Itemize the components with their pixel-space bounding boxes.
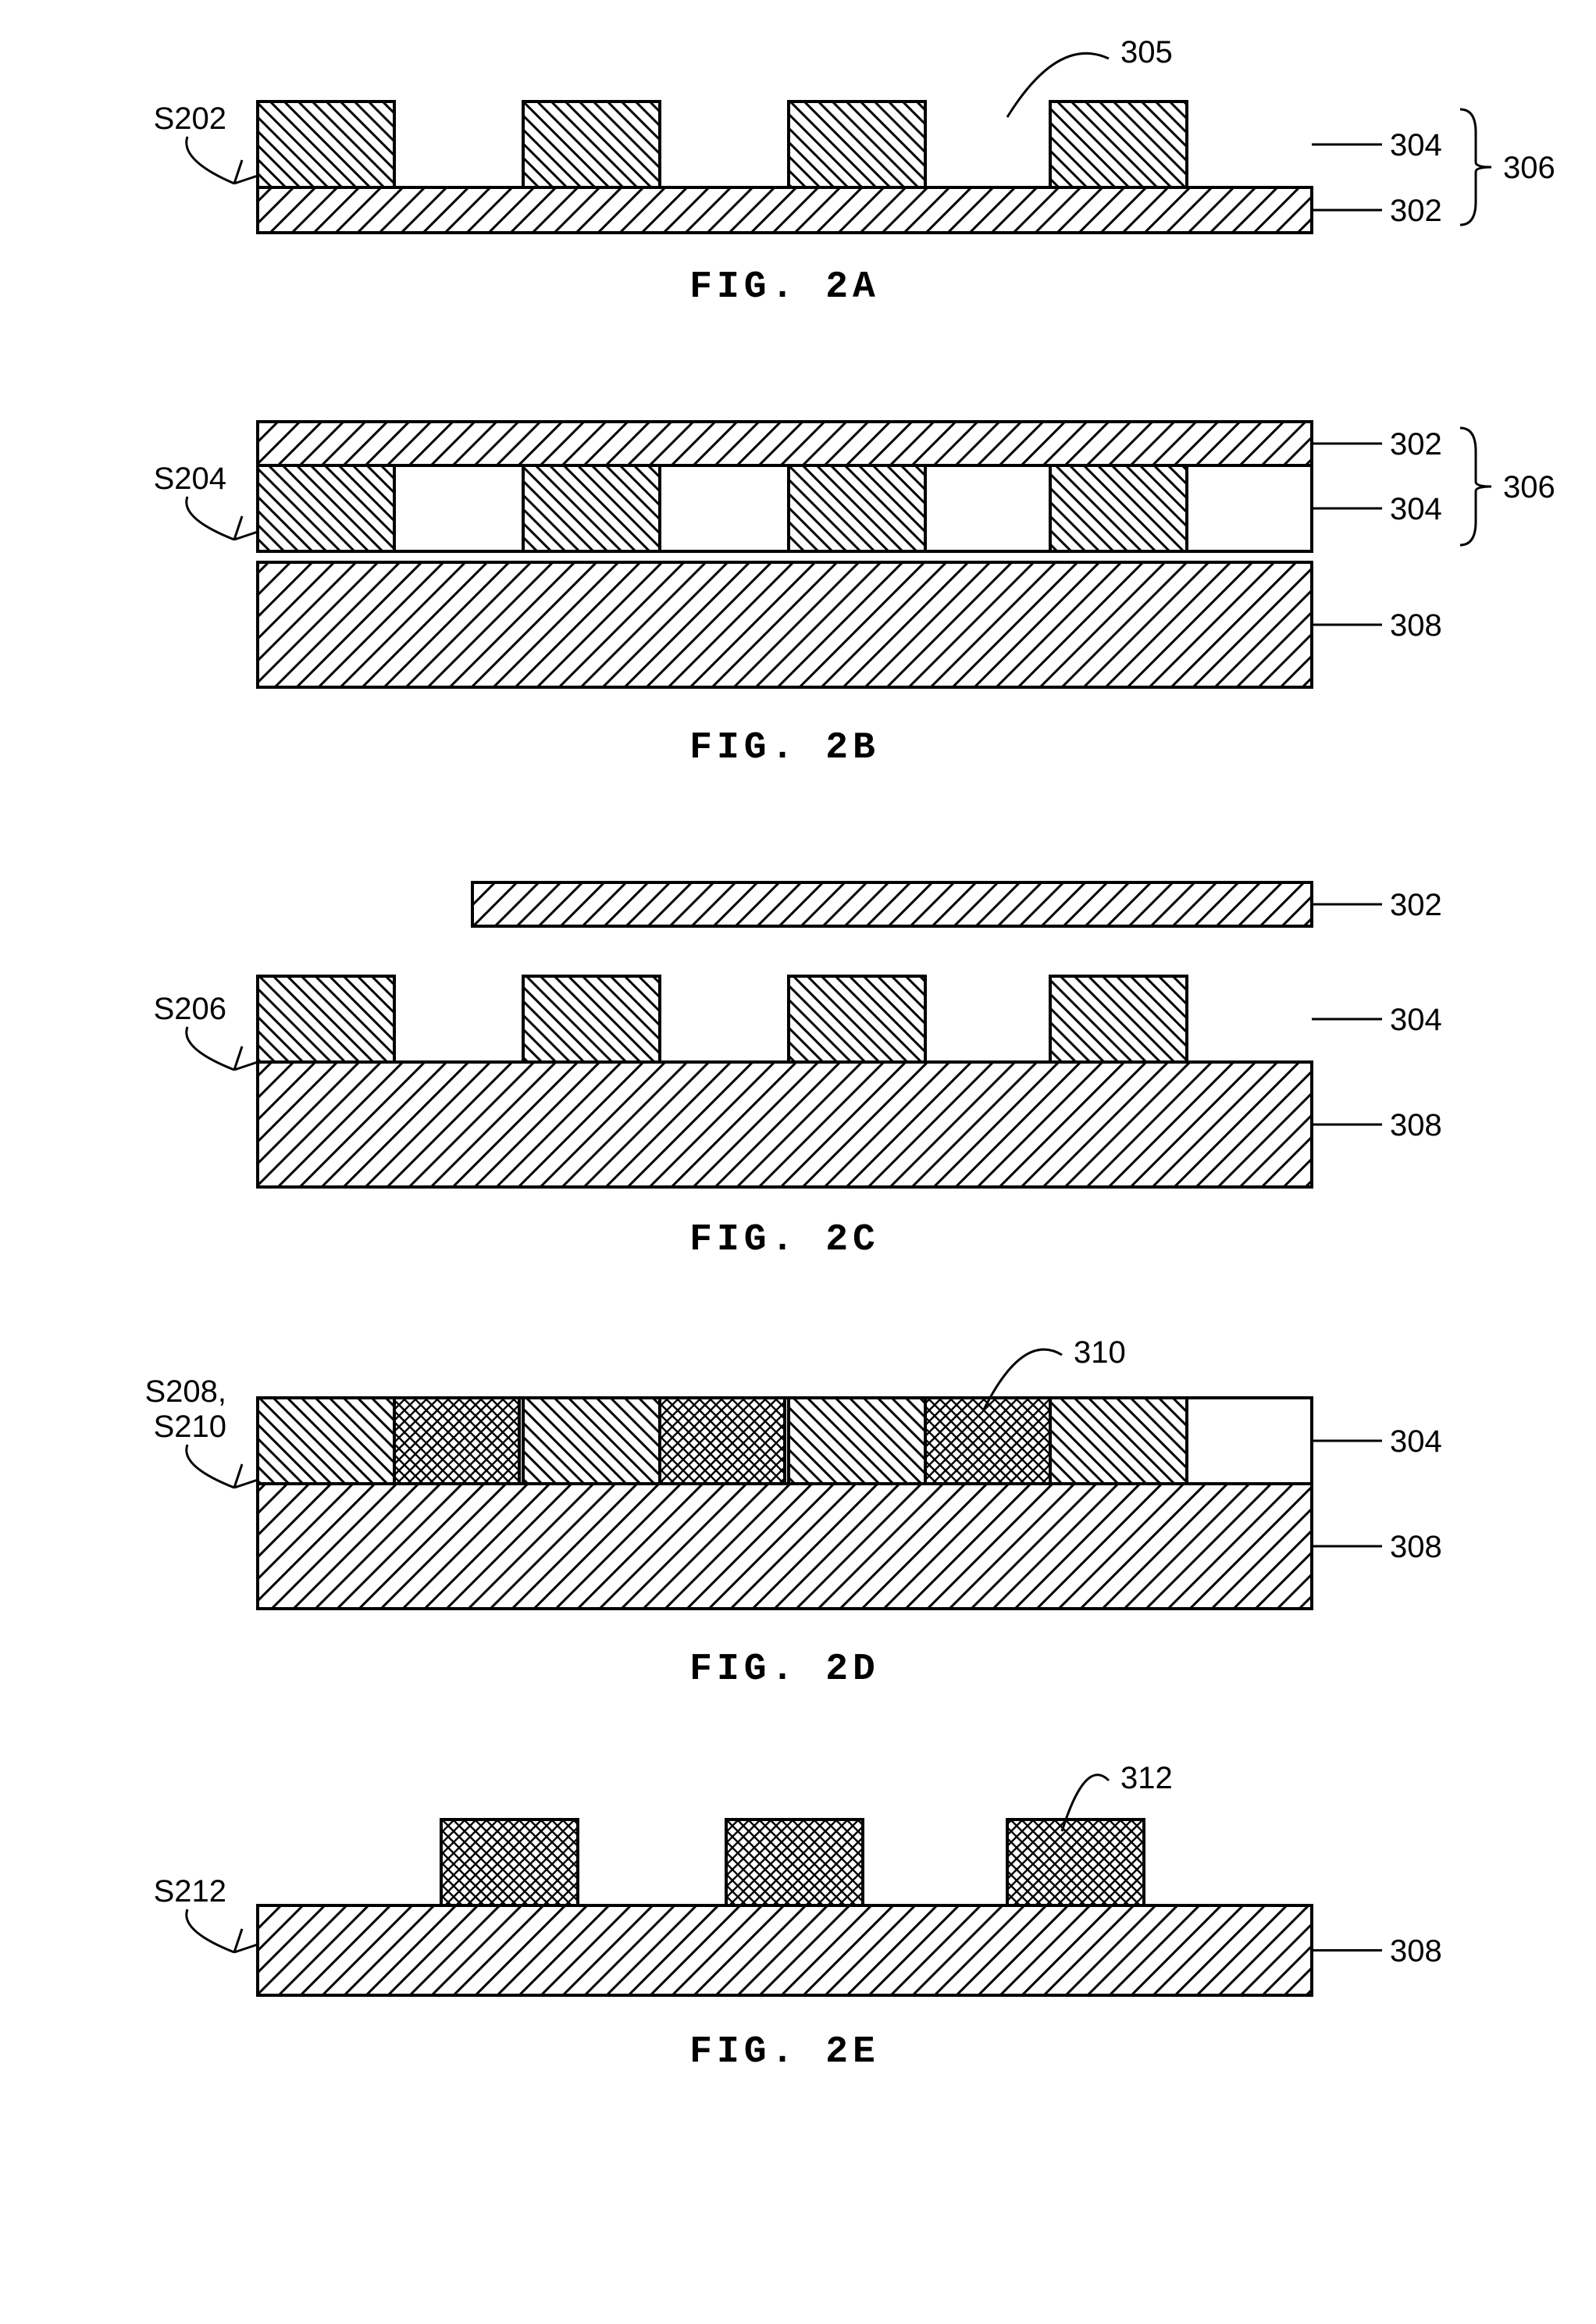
ref-304-b: 304 — [1390, 492, 1442, 526]
step-label-s202: S202 — [154, 102, 226, 136]
fig2c-block-304-1 — [523, 976, 660, 1062]
fig2d-block-304-0 — [258, 1398, 394, 1484]
fig2d-layer-308 — [258, 1484, 1312, 1609]
fig2d-fill-310-1 — [660, 1398, 785, 1484]
fig-label-2e: FIG. 2E — [689, 2031, 880, 2073]
fig2a-layer-302 — [258, 187, 1312, 233]
fig2c-layer-302 — [472, 882, 1312, 926]
fig2b-block-304-0 — [258, 465, 394, 551]
fig2d-block-304-2 — [789, 1398, 925, 1484]
fig2d-fill-310-2 — [925, 1398, 1050, 1484]
fig2c-block-304-2 — [789, 976, 925, 1062]
step-label-s212: S212 — [154, 1874, 226, 1909]
fig2d-block-304-1 — [523, 1398, 660, 1484]
fig2a-block-304-0 — [258, 102, 394, 187]
fig2b-layer-308 — [258, 562, 1312, 687]
ref-304-d: 304 — [1390, 1424, 1442, 1459]
fig2e-block-312-0 — [441, 1820, 578, 1905]
ref-308-b: 308 — [1390, 608, 1442, 643]
fig2e-layer-308 — [258, 1905, 1312, 1995]
fig2d-fill-310-0 — [394, 1398, 519, 1484]
fig2a-block-304-2 — [789, 102, 925, 187]
fig2e-block-312-1 — [726, 1820, 863, 1905]
fig2b-block-304-2 — [789, 465, 925, 551]
fig2a-block-304-3 — [1050, 102, 1187, 187]
ref-308-d: 308 — [1390, 1530, 1442, 1564]
ref-304-c: 304 — [1390, 1003, 1442, 1037]
fig2d-block-304-3 — [1050, 1398, 1187, 1484]
ref-306-b: 306 — [1503, 470, 1555, 504]
fig2b-block-304-3 — [1050, 465, 1187, 551]
ref-305: 305 — [1120, 35, 1173, 70]
ref-308-c: 308 — [1390, 1108, 1442, 1142]
fig-label-2c: FIG. 2C — [689, 1219, 880, 1261]
step-label-s210: S210 — [154, 1410, 226, 1444]
fig2b-block-304-1 — [523, 465, 660, 551]
step-label-s208: S208, — [144, 1374, 226, 1409]
ref-302-c: 302 — [1390, 888, 1442, 922]
ref-302-b: 302 — [1390, 427, 1442, 462]
ref-312: 312 — [1120, 1761, 1173, 1795]
fig2c-layer-308 — [258, 1062, 1312, 1187]
ref-302-a: 302 — [1390, 194, 1442, 228]
fig-label-2b: FIG. 2B — [689, 727, 880, 769]
ref-304-a: 304 — [1390, 128, 1442, 162]
fig-label-2a: FIG. 2A — [689, 266, 880, 308]
ref-306-a: 306 — [1503, 151, 1555, 185]
step-label-s206: S206 — [154, 992, 226, 1026]
step-label-s204: S204 — [154, 462, 226, 496]
fig2c-block-304-3 — [1050, 976, 1187, 1062]
ref-308-e: 308 — [1390, 1934, 1442, 1969]
fig2e-block-312-2 — [1007, 1820, 1144, 1905]
fig2b-layer-302 — [258, 422, 1312, 465]
fig2a-block-304-1 — [523, 102, 660, 187]
ref-310: 310 — [1074, 1335, 1126, 1370]
fig2c-block-304-0 — [258, 976, 394, 1062]
fig-label-2d: FIG. 2D — [689, 1649, 880, 1691]
